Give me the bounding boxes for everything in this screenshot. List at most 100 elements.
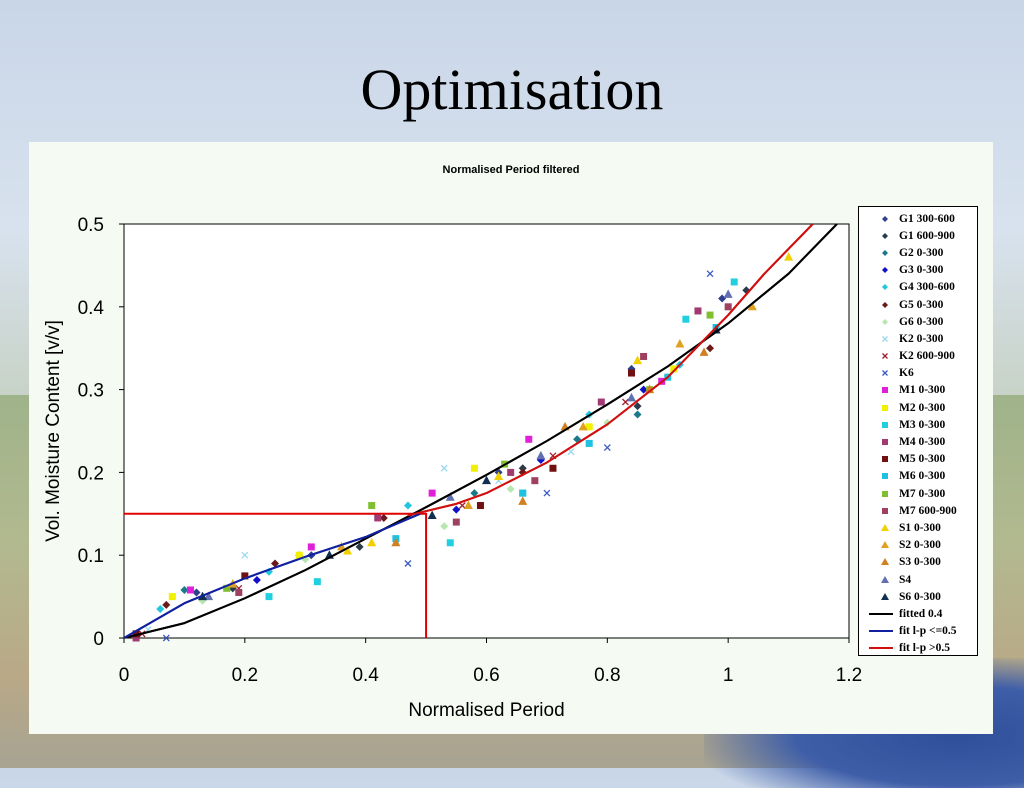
point-k2-600-900 [621, 398, 629, 406]
legend-label: S6 0-300 [899, 590, 941, 603]
legend-symbol-g1-300-600 [882, 215, 888, 222]
point-s1-0-300 [343, 546, 353, 555]
y-axis-label: Vol. Moisture Content [v/v] [43, 320, 64, 542]
point-m5-0-300 [476, 502, 484, 510]
x-axis-label: Normalised Period [408, 700, 564, 721]
point-m3-0-300 [313, 578, 321, 586]
x-tick-label: 1.2 [836, 665, 862, 686]
legend-label: M7 0-300 [899, 487, 946, 500]
point-m7-600-900 [452, 518, 460, 526]
fit-line-fit-l-p-0-5 [407, 224, 814, 517]
point-m7-600-900 [235, 588, 243, 596]
point-s4 [536, 450, 546, 460]
legend-label: S1 0-300 [899, 521, 941, 534]
legend-label: G3 0-300 [899, 264, 944, 277]
threshold-guide-line [124, 512, 428, 638]
scatter-chart: Normalised Period filtered 0 0.2 0.4 0.6 0.8 1… [43, 164, 862, 721]
x-tick-label: 0.6 [473, 665, 499, 686]
point-m3-0-300 [446, 539, 454, 547]
point-m5-0-300 [132, 630, 140, 638]
y-tick-label: 0.1 [78, 546, 104, 567]
point-s6-0-300 [427, 510, 437, 519]
legend-item-fit-l-p-0-5: fit l-p <=0.5 [867, 623, 977, 640]
y-tick-label: 0 [93, 629, 104, 650]
point-g1-600-900 [518, 464, 527, 473]
point-m2-0-300 [670, 365, 678, 373]
legend-symbol-m7-0-300 [882, 490, 888, 497]
plot-area [123, 223, 850, 639]
point-k6 [603, 444, 611, 452]
point-m7-600-900 [531, 477, 539, 485]
legend-item-m6-0-300: M6 0-300 [867, 468, 977, 485]
legend-item-g4-300-600: G4 300-600 [867, 279, 977, 296]
point-g5-0-300 [162, 600, 171, 609]
legend-item-fit-l-p-0-5: fit l-p >0.5 [867, 640, 977, 657]
legend-symbol-fit-l-p-0-5 [869, 630, 893, 633]
point-m4-0-300 [597, 398, 605, 406]
legend-item-s4: S4 [867, 571, 977, 588]
legend-label: G5 0-300 [899, 298, 944, 311]
point-m5-0-300 [241, 572, 249, 580]
legend-symbol-g3-0-300 [882, 267, 888, 274]
point-m6-0-300 [519, 489, 527, 497]
point-m7-0-300 [368, 502, 376, 510]
point-s4 [204, 591, 214, 601]
point-k6 [404, 560, 412, 567]
point-k6 [706, 270, 714, 278]
point-s6-0-300 [482, 475, 491, 485]
legend-symbol-m4-0-300 [882, 439, 888, 446]
point-m7-600-900 [640, 352, 648, 360]
point-s2-0-300 [463, 500, 473, 510]
legend-label: M4 0-300 [899, 436, 946, 449]
point-m7-0-300 [706, 311, 714, 319]
legend-item-m5-0-300: M5 0-300 [867, 451, 977, 468]
chart-title: Normalised Period filtered [443, 164, 580, 176]
x-tick-label: 1 [723, 665, 734, 686]
legend-symbol-m5-0-300 [882, 456, 888, 463]
legend-symbol-m6-0-300 [882, 473, 888, 480]
point-m7-600-900 [724, 303, 732, 311]
point-m1-0-300 [186, 586, 194, 594]
point-g6-0-300 [506, 484, 515, 493]
legend-label: fit l-p >0.5 [899, 642, 950, 655]
point-k2-0-300 [567, 448, 575, 456]
point-s1-0-300 [784, 252, 794, 261]
y-tick-label: 0.5 [78, 215, 104, 236]
point-m2-0-300 [470, 464, 478, 472]
point-g5-0-300 [706, 344, 715, 353]
legend-label: K6 [899, 367, 914, 380]
point-g3-0-300 [252, 576, 261, 585]
point-s2-0-300 [337, 541, 346, 551]
legend-symbol-g5-0-300 [882, 301, 888, 308]
point-m1-0-300 [307, 543, 315, 551]
point-m5-0-300 [628, 369, 635, 377]
point-m3-0-300 [682, 315, 690, 323]
legend-item-g2-0-300: G2 0-300 [867, 244, 977, 261]
legend-label: G6 0-300 [899, 315, 944, 328]
legend-item-s3-0-300: S3 0-300 [867, 554, 977, 571]
point-g5-0-300 [379, 513, 388, 522]
legend-item-m2-0-300: M2 0-300 [867, 399, 977, 416]
chart-panel: Normalised Period filtered 0 0.2 0.4 0.6 0.8 1… [29, 142, 993, 734]
legend-symbol-m1-0-300 [882, 387, 888, 394]
y-tick-label: 0.4 [78, 298, 105, 319]
point-g6-0-300 [301, 555, 310, 564]
legend-label: M2 0-300 [899, 401, 946, 414]
point-s1-0-300 [494, 471, 504, 481]
point-k2-0-300 [241, 551, 249, 559]
legend-label: S2 0-300 [899, 539, 941, 552]
legend-item-g5-0-300: G5 0-300 [867, 296, 977, 313]
legend-label: K2 600-900 [899, 350, 955, 363]
point-g2-0-300 [180, 585, 189, 594]
legend-symbol-m3-0-300 [882, 421, 888, 428]
legend-symbol-s3-0-300 [881, 558, 889, 566]
legend-symbol-g2-0-300 [882, 249, 888, 256]
legend-symbol-m2-0-300 [882, 404, 888, 411]
x-tick-label: 0.2 [232, 665, 258, 686]
legend-label: fit l-p <=0.5 [899, 625, 957, 638]
point-m4-0-300 [694, 307, 702, 315]
legend-symbol-k6 [882, 370, 888, 377]
point-s4 [627, 392, 636, 402]
legend-label: fitted 0.4 [899, 607, 943, 620]
legend-symbol-s2-0-300 [881, 541, 889, 549]
